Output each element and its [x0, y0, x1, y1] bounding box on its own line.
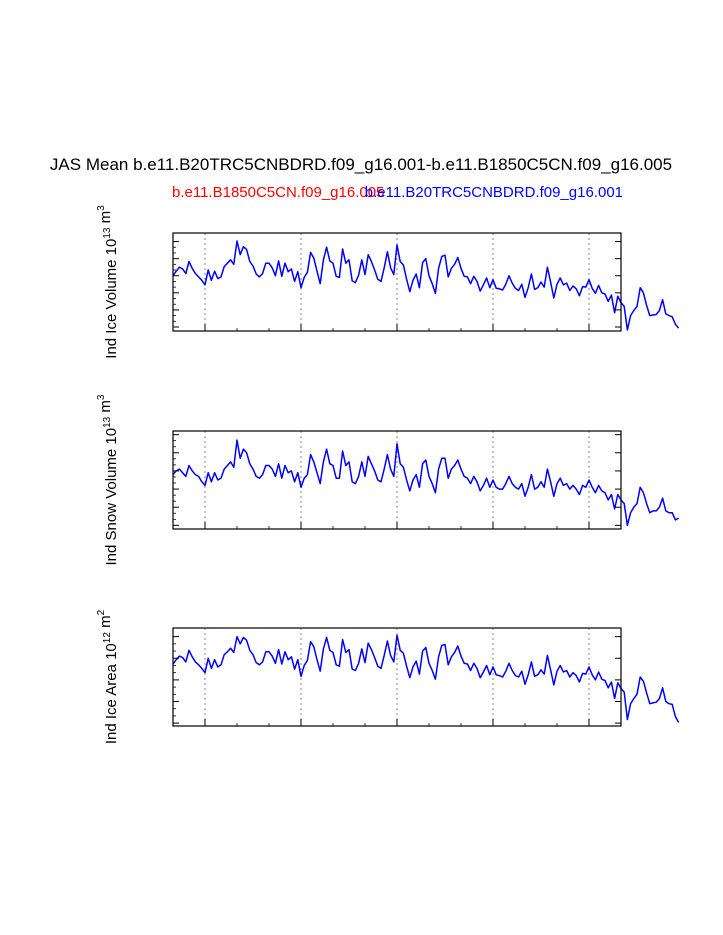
y-axis-label-text: Ind Snow Volume [103, 449, 120, 566]
y-axis-units-base: m [97, 400, 114, 413]
figure-title: JAS Mean b.e11.B20TRC5CNBDRD.f09_g16.001… [50, 155, 672, 174]
chart-panel-2: Ind Snow Volume 1013 m3 [96, 394, 679, 565]
series-line-historical [172, 439, 679, 527]
y-axis-units-power: 3 [96, 394, 107, 400]
chart-panel-3: Ind Ice Area 1012 m2 [96, 609, 680, 744]
series-line-historical [172, 634, 680, 723]
subtitle-historical-run: b.e11.B20TRC5CNBDRD.f09_g16.001 [365, 184, 623, 201]
y-axis-title: Ind Snow Volume 1013 m3 [96, 394, 120, 565]
subtitle-control-run: b.e11.B1850C5CN.f09_g16.005 [172, 184, 384, 201]
y-axis-label-text: Ind Ice Volume [103, 259, 120, 358]
y-axis-units-base-ten: 10 [103, 428, 120, 449]
y-axis-title: Ind Ice Area 1012 m2 [96, 609, 120, 744]
y-axis-units-base-ten: 10 [103, 643, 120, 664]
y-axis-units-base-ten: 10 [103, 239, 120, 260]
chart-panel-1: Ind Ice Volume 1013 m3 [96, 205, 680, 359]
y-axis-units-power: 2 [96, 609, 107, 615]
series-line-historical [172, 240, 680, 331]
y-axis-title: Ind Ice Volume 1013 m3 [96, 205, 120, 359]
y-axis-units-exponent: 12 [102, 632, 113, 644]
y-axis-label-text: Ind Ice Area [103, 663, 120, 744]
y-axis-units-power: 3 [96, 205, 107, 211]
y-axis-units-exponent: 13 [102, 416, 113, 428]
y-axis-units-base: m [97, 211, 114, 224]
y-axis-units-exponent: 13 [102, 227, 113, 239]
y-axis-units-base: m [97, 615, 114, 628]
